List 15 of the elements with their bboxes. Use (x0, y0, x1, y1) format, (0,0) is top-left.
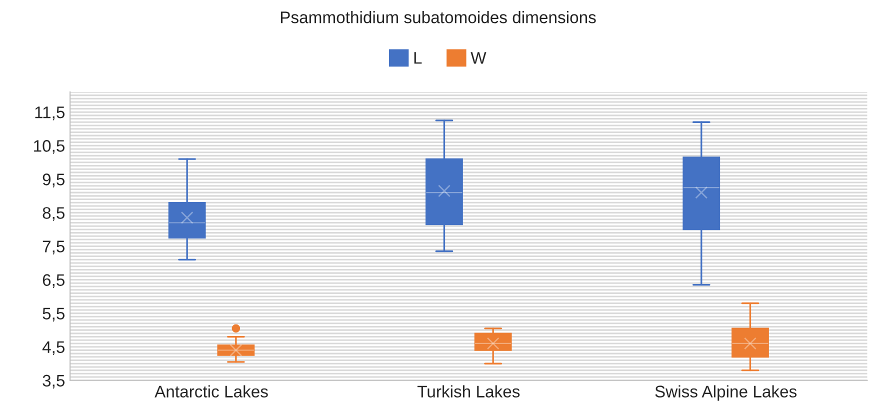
y-tick-label: 8,5 (42, 207, 65, 221)
y-tick-label: 4,5 (42, 341, 65, 356)
y-tick-label: 9,5 (42, 174, 65, 188)
x-tick-label: Turkish Lakes (417, 385, 520, 398)
y-tick-label: 6,5 (42, 274, 65, 288)
y-tick-label: 11,5 (35, 106, 65, 120)
chart-title: Psammothidium subatomoides dimensions (280, 11, 596, 24)
legend-label: W (470, 52, 486, 64)
y-tick-label: 3,5 (42, 374, 65, 389)
x-tick-label: Antarctic Lakes (154, 385, 268, 398)
y-tick-label: 5,5 (42, 308, 65, 322)
x-tick-label: Swiss Alpine Lakes (655, 385, 797, 401)
y-tick-label: 10,5 (34, 140, 65, 154)
legend-label: L (414, 52, 422, 64)
y-tick-label: 7,5 (42, 240, 65, 254)
